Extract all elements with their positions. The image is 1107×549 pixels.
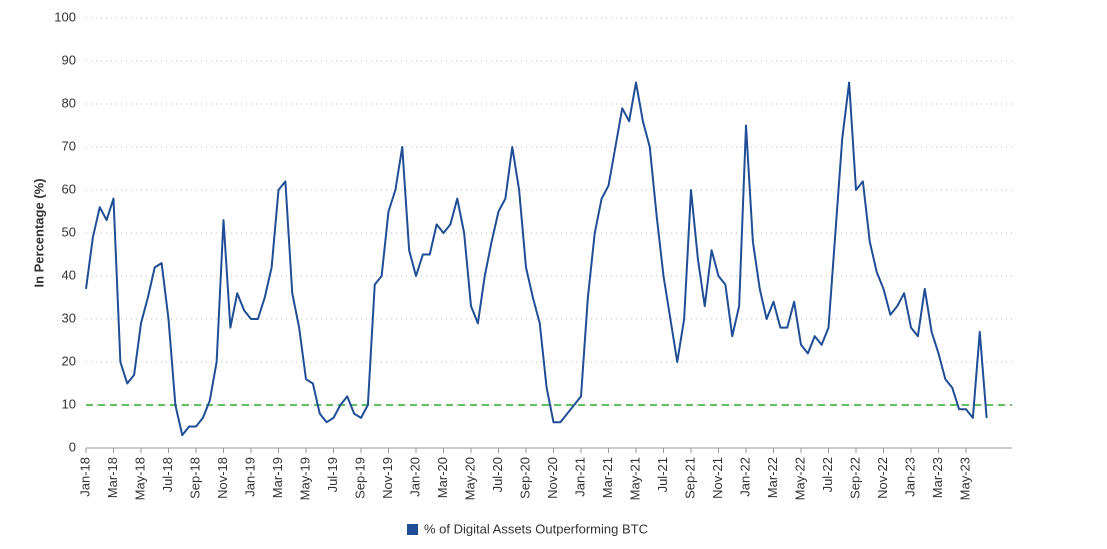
y-tick-label: 40 xyxy=(62,267,76,282)
x-tick-label: Sep-20 xyxy=(517,457,532,499)
x-tick-label: Mar-19 xyxy=(270,457,285,498)
x-tick-label: Jul-21 xyxy=(655,457,670,492)
legend-label: % of Digital Assets Outperforming BTC xyxy=(424,521,648,536)
y-tick-label: 70 xyxy=(62,138,76,153)
x-tick-label: Sep-18 xyxy=(187,457,202,499)
line-series xyxy=(85,81,988,437)
y-tick-label: 60 xyxy=(62,181,76,196)
x-tick-label: Mar-20 xyxy=(435,457,450,498)
y-tick-label: 50 xyxy=(62,224,76,239)
x-tick-label: Jan-23 xyxy=(902,457,917,497)
x-tick-label: Sep-22 xyxy=(847,457,862,499)
y-tick-label: 90 xyxy=(62,52,76,67)
x-tick-label: Jan-22 xyxy=(737,457,752,497)
y-tick-label: 30 xyxy=(62,310,76,325)
y-tick-label: 100 xyxy=(54,9,76,24)
x-tick-label: Jul-19 xyxy=(325,457,340,492)
x-tick-label: May-19 xyxy=(297,457,312,500)
y-tick-label: 0 xyxy=(69,439,76,454)
x-tick-label: Jul-20 xyxy=(490,457,505,492)
x-tick-label: Jan-19 xyxy=(242,457,257,497)
x-tick-label: Nov-21 xyxy=(710,457,725,499)
x-tick-label: Nov-19 xyxy=(380,457,395,499)
x-tick-label: Jan-18 xyxy=(77,457,92,497)
x-tick-label: Nov-22 xyxy=(875,457,890,499)
x-tick-label: Mar-23 xyxy=(930,457,945,498)
x-tick-label: May-22 xyxy=(792,457,807,500)
x-tick-label: May-20 xyxy=(462,457,477,500)
y-tick-label: 80 xyxy=(62,95,76,110)
x-tick-label: Sep-21 xyxy=(682,457,697,499)
x-tick-label: Nov-20 xyxy=(545,457,560,499)
x-tick-label: Jul-18 xyxy=(160,457,175,492)
x-tick-label: Sep-19 xyxy=(352,457,367,499)
legend-swatch xyxy=(407,524,418,535)
x-tick-label: May-18 xyxy=(132,457,147,500)
y-tick-label: 20 xyxy=(62,353,76,368)
y-axis-label: In Percentage (%) xyxy=(31,178,46,287)
x-tick-label: Mar-21 xyxy=(600,457,615,498)
y-tick-label: 10 xyxy=(62,396,76,411)
x-tick-label: Mar-22 xyxy=(765,457,780,498)
x-tick-label: May-21 xyxy=(627,457,642,500)
x-tick-label: Nov-18 xyxy=(215,457,230,499)
x-tick-label: Mar-18 xyxy=(105,457,120,498)
x-tick-label: Jan-20 xyxy=(407,457,422,497)
x-tick-label: Jul-22 xyxy=(820,457,835,492)
x-tick-label: May-23 xyxy=(957,457,972,500)
x-tick-label: Jan-21 xyxy=(572,457,587,497)
